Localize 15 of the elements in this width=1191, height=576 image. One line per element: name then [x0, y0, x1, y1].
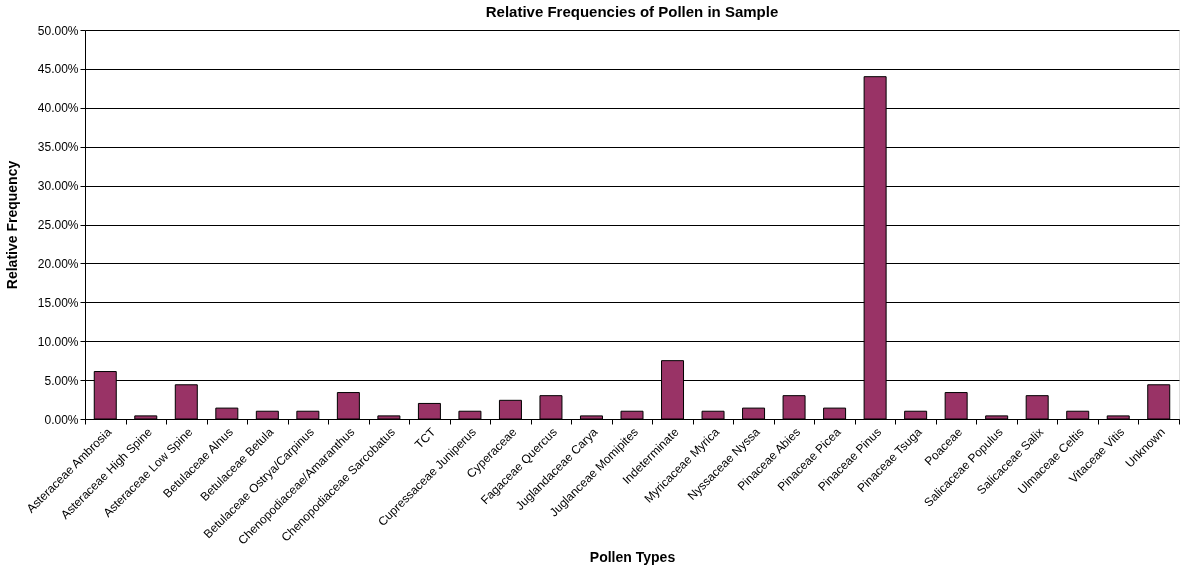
y-tick-label: 50.00%	[37, 23, 79, 38]
y-tick-label: 5.00%	[44, 373, 79, 388]
y-tick-label: 45.00%	[37, 62, 79, 77]
y-tick-label: 40.00%	[37, 101, 79, 116]
y-tick-label: 10.00%	[37, 334, 79, 349]
x-axis-title: Pollen Types	[589, 548, 676, 565]
y-tick-label: 25.00%	[37, 218, 79, 232]
y-tick-label: 20.00%	[37, 256, 79, 271]
y-tick-label: 30.00%	[37, 179, 79, 194]
y-tick-label: 0.00%	[44, 412, 79, 427]
y-tick-label: 35.00%	[37, 140, 79, 155]
y-tick-label: 15.00%	[37, 295, 79, 310]
y-axis-title: Relative Frequency	[3, 160, 20, 290]
chart-title: Relative Frequencies of Pollen in Sample	[485, 3, 779, 20]
x-tick-label: TCT	[412, 424, 439, 452]
